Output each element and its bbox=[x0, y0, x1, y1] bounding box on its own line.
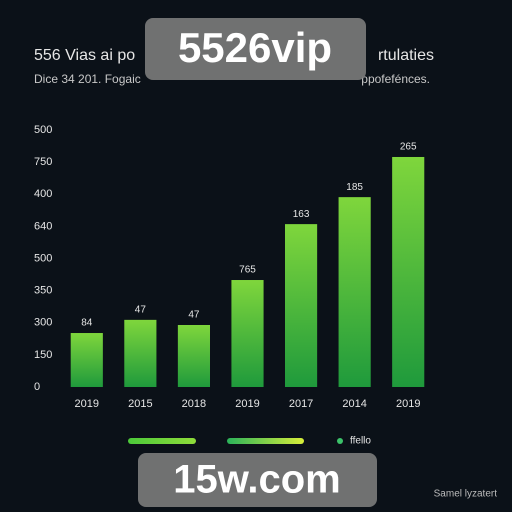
legend-dot bbox=[337, 438, 343, 444]
legend-label: ffello bbox=[350, 436, 371, 447]
y-tick-label: 500 bbox=[34, 252, 52, 264]
data-label: 163 bbox=[293, 209, 310, 220]
data-label: 47 bbox=[188, 310, 200, 321]
x-tick-label: 2019 bbox=[75, 398, 99, 410]
y-tick-label: 750 bbox=[34, 156, 52, 168]
title-end: rtulaties bbox=[378, 47, 434, 64]
x-tick-label: 2014 bbox=[342, 398, 366, 410]
data-label: 84 bbox=[81, 318, 93, 329]
x-tick-label: 2019 bbox=[235, 398, 259, 410]
bar bbox=[70, 333, 103, 387]
x-tick-label: 2019 bbox=[396, 398, 420, 410]
data-label: 47 bbox=[135, 304, 147, 315]
x-tick-label: 2017 bbox=[289, 398, 313, 410]
y-tick-label: 500 bbox=[34, 124, 52, 136]
bar bbox=[177, 324, 210, 387]
y-tick-label: 0 bbox=[34, 381, 40, 393]
data-label: 765 bbox=[239, 265, 256, 276]
bar bbox=[338, 197, 371, 387]
data-label: 185 bbox=[346, 182, 363, 193]
bar bbox=[124, 319, 157, 387]
y-tick-label: 350 bbox=[34, 285, 52, 297]
data-label: 265 bbox=[400, 142, 417, 153]
watermark: 5526vip bbox=[178, 24, 332, 71]
footer-note: Samel lyzatert bbox=[434, 489, 498, 500]
watermark-box bbox=[145, 18, 366, 80]
y-tick-label: 150 bbox=[34, 349, 52, 361]
x-tick-label: 2018 bbox=[182, 398, 206, 410]
y-tick-label: 400 bbox=[34, 188, 52, 200]
bar bbox=[285, 224, 318, 387]
bar bbox=[231, 280, 264, 387]
legend-swatch bbox=[227, 438, 304, 444]
plot: 0 150 300 350 500 640 400 750 500 2019 84 2015 47 201… bbox=[34, 124, 425, 444]
y-tick-label: 300 bbox=[34, 317, 52, 329]
watermark-box bbox=[138, 453, 377, 507]
bar bbox=[392, 156, 425, 387]
x-tick-label: 2015 bbox=[128, 398, 152, 410]
subtitle-end: ppofefénces. bbox=[361, 72, 430, 86]
chart-title: 556 Vias ai po bbox=[34, 47, 135, 64]
subtitle: Dice 34 201. Fogaic bbox=[34, 72, 141, 86]
y-tick-label: 640 bbox=[34, 220, 52, 232]
legend-swatch bbox=[128, 438, 196, 444]
watermark: 15w.com bbox=[173, 458, 340, 502]
